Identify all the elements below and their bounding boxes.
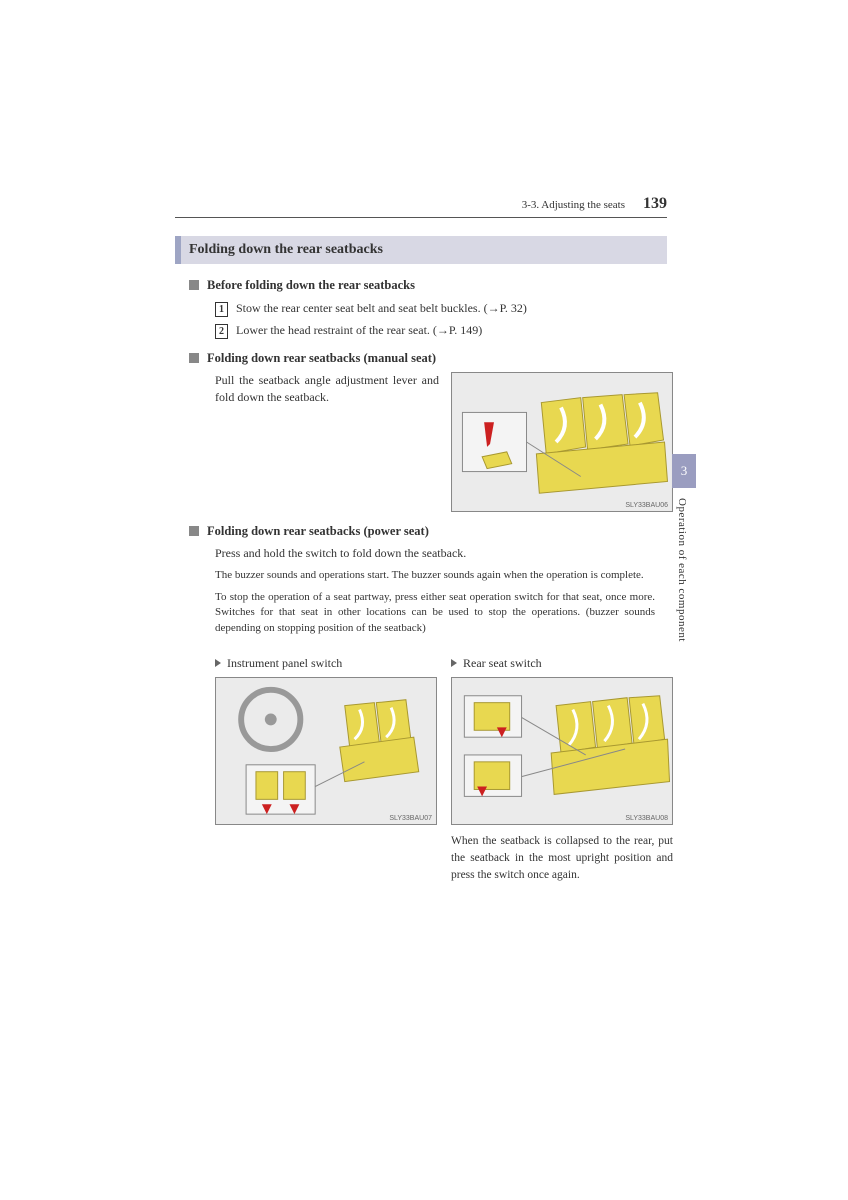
subheading-text: Before folding down the rear seatbacks (207, 278, 415, 293)
chapter-number: 3 (681, 463, 688, 479)
subheading-text: Folding down rear seatbacks (power seat) (207, 524, 429, 539)
rear-seat-switch-illustration: SLY33BAU08 (451, 677, 673, 825)
power-note-2: To stop the operation of a seat partway,… (215, 590, 655, 636)
chapter-tab: 3 (672, 454, 696, 488)
step-row: 1 Stow the rear center seat belt and sea… (215, 301, 675, 317)
triangle-bullet-icon (215, 659, 221, 667)
page-number: 139 (643, 195, 667, 213)
subheading-manual: Folding down rear seatbacks (manual seat… (189, 351, 675, 366)
label-text: Instrument panel switch (227, 656, 342, 671)
image-code: SLY33BAU06 (625, 502, 668, 509)
square-bullet-icon (189, 280, 199, 290)
section-label: 3-3. Adjusting the seats (522, 199, 625, 211)
manual-seat-illustration: SLY33BAU06 (451, 372, 673, 512)
step-text: Lower the head restraint of the rear sea… (236, 323, 482, 338)
subheading-before: Before folding down the rear seatbacks (189, 278, 675, 293)
step-number-icon: 2 (215, 324, 228, 339)
step-row: 2 Lower the head restraint of the rear s… (215, 323, 675, 339)
main-heading: Folding down the rear seatbacks (175, 236, 667, 264)
rear-seat-switch-label: Rear seat switch (451, 656, 675, 671)
chapter-side-label: Operation of each component (676, 498, 688, 642)
manual-body-text: Pull the seatback angle adjustment lever… (215, 372, 439, 407)
rear-seat-caption: When the seatback is collapsed to the re… (451, 833, 673, 885)
power-note-1: The buzzer sounds and operations start. … (215, 568, 655, 583)
image-code: SLY33BAU08 (625, 815, 668, 822)
image-code: SLY33BAU07 (389, 815, 432, 822)
triangle-bullet-icon (451, 659, 457, 667)
label-text: Rear seat switch (463, 656, 542, 671)
instrument-panel-illustration: SLY33BAU07 (215, 677, 437, 825)
square-bullet-icon (189, 526, 199, 536)
power-body-text: Press and hold the switch to fold down t… (215, 545, 675, 562)
step-text: Stow the rear center seat belt and seat … (236, 301, 527, 316)
step-number-icon: 1 (215, 302, 228, 317)
subheading-text: Folding down rear seatbacks (manual seat… (207, 351, 436, 366)
square-bullet-icon (189, 353, 199, 363)
page-header: 3-3. Adjusting the seats 139 (175, 195, 667, 218)
subheading-power: Folding down rear seatbacks (power seat) (189, 524, 675, 539)
instrument-panel-label: Instrument panel switch (215, 656, 439, 671)
